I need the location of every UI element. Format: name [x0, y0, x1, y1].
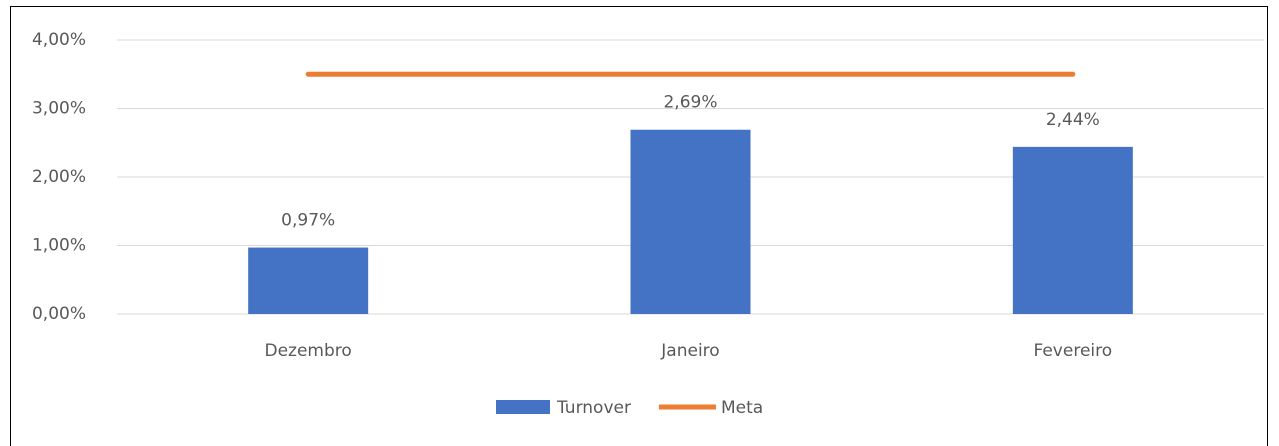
data-label: 2,44% — [1046, 110, 1100, 130]
legend-label: Turnover — [556, 398, 631, 418]
y-tick-label: 4,00% — [32, 30, 86, 50]
data-label: 2,69% — [663, 93, 717, 113]
bar — [1012, 146, 1133, 314]
y-tick-label: 1,00% — [32, 236, 86, 256]
y-tick-label: 0,00% — [32, 304, 86, 324]
x-tick-label: Dezembro — [265, 341, 352, 361]
chart-frame — [10, 6, 1268, 446]
y-tick-label: 3,00% — [32, 99, 86, 119]
bar — [248, 247, 369, 314]
bar — [630, 129, 751, 314]
x-tick-label: Fevereiro — [1034, 341, 1113, 361]
data-label: 0,97% — [281, 211, 335, 231]
legend-label: Meta — [721, 398, 763, 418]
x-tick-label: Janeiro — [660, 341, 719, 361]
legend-swatch — [496, 400, 550, 414]
y-tick-label: 2,00% — [32, 167, 86, 187]
